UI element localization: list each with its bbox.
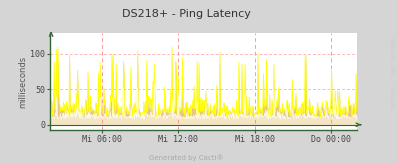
Text: RRDTOOL / TOBI OETIKER: RRDTOOL / TOBI OETIKER [391,38,396,109]
Text: DS218+ - Ping Latency: DS218+ - Ping Latency [122,9,251,19]
Y-axis label: milliseconds: milliseconds [19,55,28,108]
Text: Generated by Cacti®: Generated by Cacti® [149,155,224,161]
